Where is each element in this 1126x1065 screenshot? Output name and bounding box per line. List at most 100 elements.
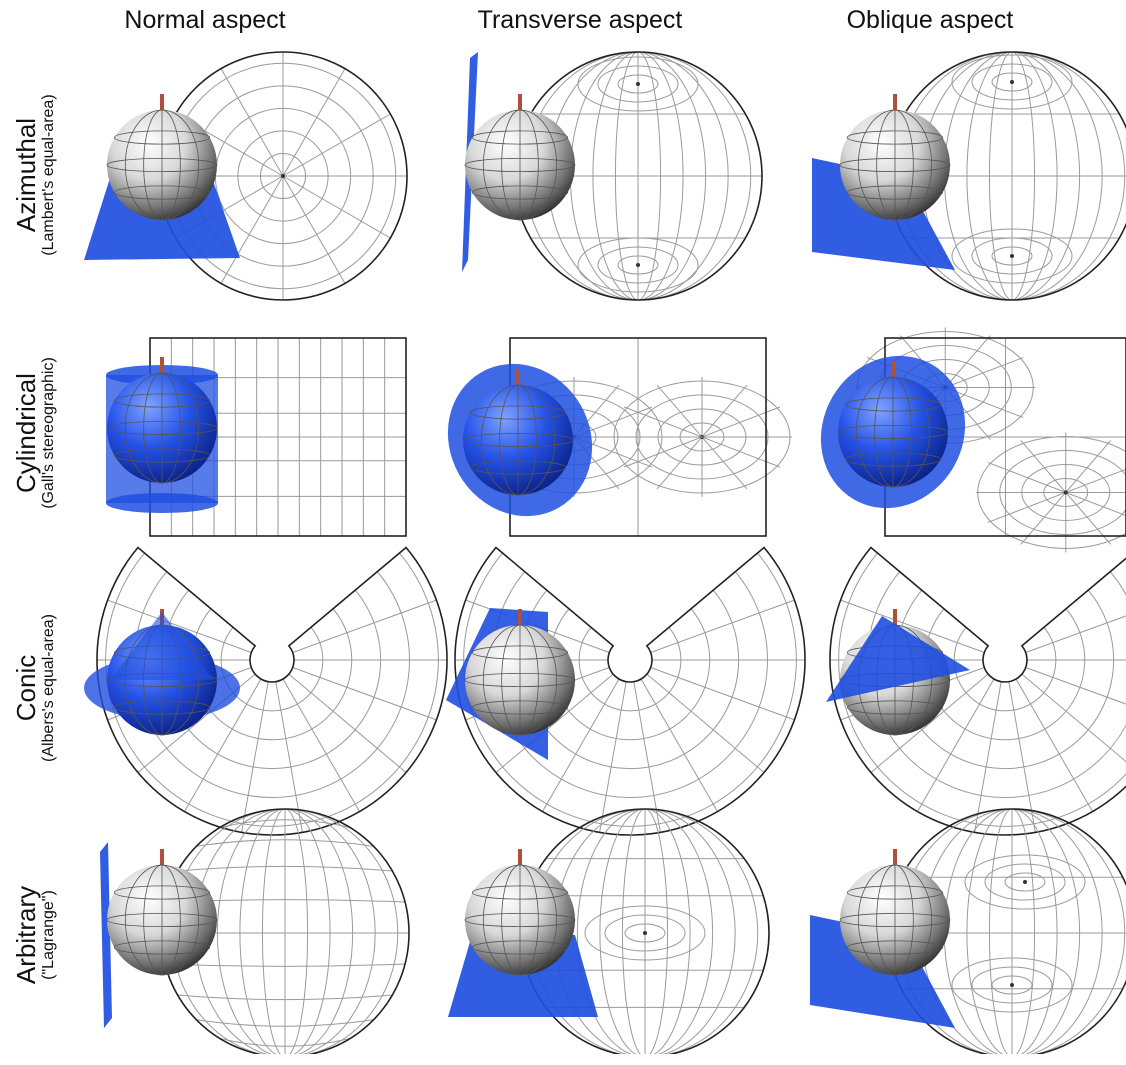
globe-cylindrical-oblique: [837, 361, 949, 488]
globe-cylindrical-normal: [106, 357, 218, 484]
meridian-line: [282, 113, 391, 177]
parallel-line: [177, 994, 393, 1001]
pole-ring: [971, 966, 1053, 1004]
pole-ring: [584, 905, 706, 961]
globe-axis: [893, 609, 897, 629]
pole-ring: [617, 74, 659, 94]
meridian-line: [107, 599, 252, 653]
globe-arbitrary-normal: [106, 849, 218, 976]
globe-cylindrical-transverse: [462, 369, 574, 496]
pole-ring: [624, 923, 666, 943]
globe-parallel: [113, 130, 211, 145]
meridian-line: [275, 681, 303, 833]
meridian-line: [292, 599, 437, 653]
parallel-line: [219, 819, 351, 829]
pole-ring: [597, 246, 679, 284]
globe-parallel: [113, 393, 211, 408]
pole-ring: [991, 975, 1033, 995]
meridian-line: [640, 678, 718, 812]
parallel-arc: [463, 552, 797, 827]
meridian-line: [292, 667, 437, 721]
globe-parallel: [471, 940, 569, 955]
globe-axis: [893, 849, 897, 869]
globe-arbitrary-transverse: [464, 849, 576, 976]
pole-ring: [991, 72, 1033, 92]
globe-parallel: [113, 700, 211, 715]
map-outline: [454, 546, 806, 836]
column-title-normal: Normal aspect: [124, 6, 286, 34]
pole-ring: [951, 228, 1073, 284]
globe-parallel: [106, 913, 218, 928]
globe-parallel: [846, 885, 944, 900]
pole-ring: [617, 255, 659, 275]
parallel-line: [164, 963, 406, 967]
parallel-line: [196, 1019, 374, 1027]
pole-ring: [951, 54, 1073, 110]
meridian-line: [220, 175, 284, 284]
globe-axis: [518, 609, 522, 629]
map-outline: [96, 546, 448, 836]
meridian-line: [1008, 681, 1036, 833]
meridian-line: [974, 681, 1002, 833]
globe-parallel: [837, 424, 949, 439]
meridian-line: [184, 678, 262, 812]
globe-parallel: [471, 130, 569, 145]
globe-parallel: [464, 673, 576, 688]
pole-point: [1010, 254, 1014, 258]
globe-parallel: [106, 420, 218, 435]
plane-arbitrary-normal: [100, 842, 112, 1028]
globe-parallel: [464, 913, 576, 928]
globe-conic-transverse: [464, 609, 576, 736]
globe-parallel: [839, 913, 951, 928]
meridian-line: [282, 175, 346, 284]
meridian-line: [542, 678, 620, 812]
map-outline: [829, 546, 1126, 836]
pole-ring: [1004, 872, 1046, 892]
meridian-line: [650, 599, 795, 653]
cone-normal: [110, 612, 214, 680]
globe-axis: [160, 94, 164, 114]
globe-azimuthal-oblique: [839, 94, 951, 221]
meridian-line: [282, 175, 391, 239]
map-azimuthal-normal: [158, 51, 408, 301]
globe-axis: [891, 361, 895, 381]
globe-axis: [518, 849, 522, 869]
meridian-line: [1025, 615, 1126, 653]
cylinder-bottom: [106, 493, 218, 513]
pole-point: [636, 82, 640, 86]
globe-axis: [893, 94, 897, 114]
meridian-line: [599, 681, 627, 833]
pole-point: [636, 263, 640, 267]
parallel-line: [219, 1037, 351, 1047]
globe-parallel: [462, 432, 574, 447]
globe-parallel: [471, 185, 569, 200]
pole-point: [1023, 880, 1027, 884]
pole-point: [643, 931, 647, 935]
pole-ring: [577, 56, 699, 112]
parallel-arc: [838, 552, 1126, 827]
globe-parallel: [106, 157, 218, 172]
globe-parallel: [469, 405, 567, 420]
globe-parallel: [846, 700, 944, 715]
cone-oblique: [826, 616, 970, 702]
parallel-arc: [105, 552, 439, 827]
meridian-line: [870, 673, 989, 773]
globe-parallel: [469, 460, 567, 475]
meridian-line: [840, 599, 985, 653]
meridian-line: [220, 68, 284, 177]
globe-parallel: [113, 885, 211, 900]
parallel-line: [196, 839, 374, 847]
meridian-line: [1015, 678, 1093, 812]
column-title-oblique: Oblique aspect: [846, 6, 1014, 34]
globe-parallel: [113, 185, 211, 200]
parallel-arc: [578, 626, 682, 712]
pole-ring: [971, 237, 1053, 275]
parallel-arc: [953, 626, 1057, 712]
globe-parallel: [844, 452, 942, 467]
globe-axis: [160, 849, 164, 869]
map-conic-normal: [96, 546, 448, 836]
meridian-line: [646, 673, 765, 773]
meridian-line: [282, 678, 360, 812]
parallel-line: [177, 865, 393, 872]
